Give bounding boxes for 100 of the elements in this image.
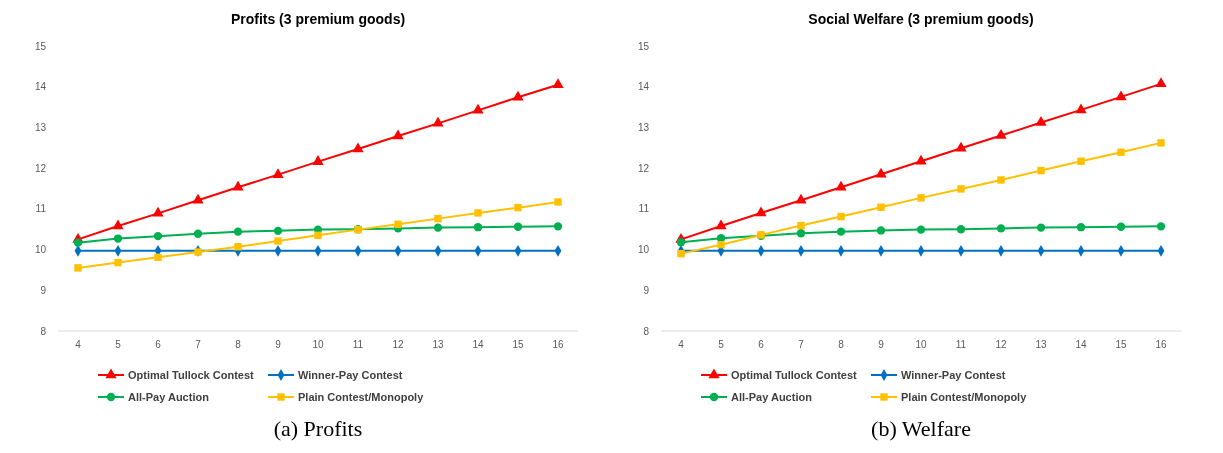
point xyxy=(836,227,846,236)
point xyxy=(192,193,204,204)
y-tick-label: 15 xyxy=(637,40,650,52)
point xyxy=(554,198,562,206)
x-tick-label: 12 xyxy=(392,339,404,350)
legend-label: Plain Contest/Monopoly xyxy=(901,390,1028,403)
legend-label: All-Pay Auction xyxy=(128,390,210,403)
point xyxy=(996,224,1006,233)
point xyxy=(1075,103,1087,114)
point xyxy=(152,206,164,217)
point xyxy=(795,193,807,204)
point xyxy=(473,223,483,232)
point xyxy=(434,214,442,223)
point xyxy=(715,219,727,230)
point xyxy=(352,142,364,153)
x-tick-label: 14 xyxy=(1075,339,1087,350)
point xyxy=(796,229,806,238)
point xyxy=(432,116,444,127)
y-tick-label: 13 xyxy=(637,121,650,133)
point xyxy=(797,221,805,230)
point xyxy=(193,229,203,238)
point xyxy=(875,167,887,178)
legend-label: Winner-Pay Contest xyxy=(298,368,403,381)
point xyxy=(1157,139,1165,147)
y-tick-label: 10 xyxy=(637,244,650,256)
point xyxy=(1117,148,1125,156)
y-tick-label: 14 xyxy=(637,81,650,93)
x-tick-label: 16 xyxy=(1155,339,1167,350)
point xyxy=(995,129,1007,139)
point xyxy=(274,237,282,245)
y-tick-label: 10 xyxy=(34,244,47,256)
legend-label: Optimal Tullock Contest xyxy=(128,368,255,381)
point xyxy=(234,243,242,251)
point xyxy=(1037,166,1045,175)
y-tick-label: 8 xyxy=(40,325,47,337)
text: (b) Welfare xyxy=(871,416,971,441)
point xyxy=(997,176,1005,184)
point xyxy=(1155,77,1167,88)
point xyxy=(514,203,522,212)
point xyxy=(1076,223,1086,232)
point xyxy=(837,212,845,221)
y-tick-label: 12 xyxy=(34,162,47,174)
point xyxy=(755,206,767,217)
y-tick-label: 9 xyxy=(40,284,47,296)
y-tick-label: 11 xyxy=(638,203,650,215)
x-tick-label: 13 xyxy=(1035,339,1047,350)
y-tick-label: 9 xyxy=(643,284,650,296)
point xyxy=(676,238,686,247)
x-tick-label: 4 xyxy=(75,339,82,350)
point xyxy=(835,180,847,191)
x-tick-label: 7 xyxy=(195,339,202,350)
point xyxy=(433,223,443,232)
point xyxy=(917,194,925,202)
legend-label: Winner-Pay Contest xyxy=(901,368,1006,381)
point xyxy=(957,185,965,193)
point xyxy=(314,231,322,240)
point xyxy=(717,240,725,249)
x-tick-label: 5 xyxy=(115,339,122,350)
legend-label: Plain Contest/Monopoly xyxy=(298,390,425,403)
point xyxy=(512,90,524,101)
point xyxy=(273,226,283,236)
point xyxy=(1035,116,1047,126)
chart-title: Profits (3 premium goods) xyxy=(230,11,406,27)
point xyxy=(916,225,926,234)
point xyxy=(877,203,885,211)
x-tick-label: 14 xyxy=(472,339,484,350)
chart-title: Social Welfare (3 premium goods) xyxy=(808,11,1034,27)
x-tick-label: 12 xyxy=(995,339,1007,350)
x-tick-label: 8 xyxy=(235,339,242,350)
point xyxy=(114,258,122,267)
point xyxy=(876,226,886,235)
x-tick-label: 16 xyxy=(552,339,564,350)
x-tick-label: 15 xyxy=(512,339,524,350)
x-tick-label: 6 xyxy=(155,339,162,350)
text: (a) Profits xyxy=(273,416,363,441)
point xyxy=(232,180,244,191)
point xyxy=(73,238,83,247)
x-tick-label: 10 xyxy=(915,339,927,350)
point xyxy=(394,220,402,229)
x-tick-label: 7 xyxy=(798,339,805,350)
point xyxy=(553,222,563,231)
point xyxy=(392,129,404,140)
legend-label: All-Pay Auction xyxy=(731,390,813,403)
point xyxy=(677,249,685,258)
point xyxy=(956,225,966,234)
y-tick-label: 8 xyxy=(643,325,650,337)
point xyxy=(474,209,482,217)
x-tick-label: 10 xyxy=(312,339,324,350)
point xyxy=(472,103,484,114)
point xyxy=(1077,157,1085,165)
x-tick-label: 8 xyxy=(838,339,845,350)
x-tick-label: 9 xyxy=(878,339,885,350)
x-tick-label: 15 xyxy=(1115,339,1127,350)
point xyxy=(513,222,523,231)
point xyxy=(1036,223,1046,232)
point xyxy=(272,168,284,178)
x-tick-label: 4 xyxy=(678,339,685,350)
point xyxy=(1116,222,1126,231)
point xyxy=(1115,90,1127,101)
y-tick-label: 15 xyxy=(34,40,47,52)
